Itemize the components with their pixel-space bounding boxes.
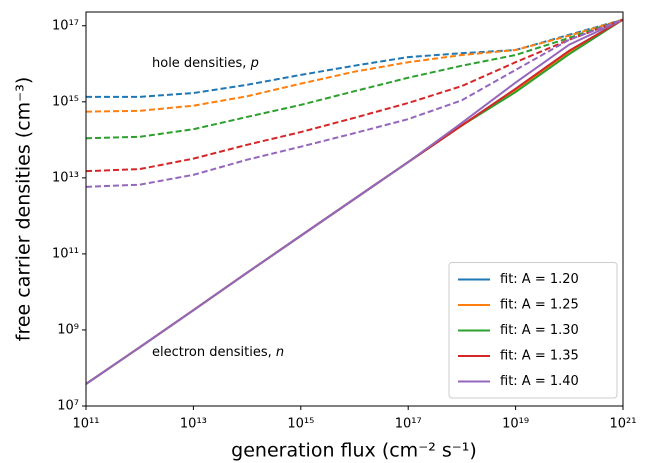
legend-box (448, 262, 618, 399)
annotation-symbol: p (250, 56, 259, 71)
y-tick-label: 10¹⁵ (52, 94, 79, 109)
annotation-text: electron densities, (152, 345, 276, 360)
legend-label: fit: A = 1.20 (500, 272, 579, 287)
x-tick-label: 10¹⁵ (287, 417, 314, 432)
legend-label: fit: A = 1.35 (500, 349, 579, 364)
plot-frame (85, 11, 624, 407)
x-tick-label: 10¹⁹ (502, 417, 529, 432)
y-tick-label: 10⁷ (57, 399, 79, 414)
x-tick-label: 10¹¹ (73, 417, 100, 432)
hole-line (86, 18, 623, 188)
legend-label: fit: A = 1.40 (500, 374, 579, 389)
annotation: electron densities, n (152, 345, 284, 360)
annotation-text: hole densities, (152, 56, 251, 71)
hole-line (86, 18, 623, 140)
x-tick-label: 10¹⁷ (395, 417, 422, 432)
electron-line (86, 18, 623, 385)
x-tick-label: 10²¹ (610, 417, 637, 432)
hole-line (86, 18, 623, 113)
annotation-symbol: n (276, 345, 284, 360)
y-tick-label: 10⁹ (57, 322, 79, 337)
x-tick-label: 10¹³ (180, 417, 207, 432)
y-axis-label: free carrier densities (cm⁻³) (13, 77, 35, 341)
hole-line (86, 18, 623, 173)
y-tick-label: 10¹¹ (52, 246, 79, 261)
y-tick-label: 10¹³ (52, 170, 79, 185)
x-axis-label: generation flux (cm⁻² s⁻¹) (231, 440, 477, 462)
legend-label: fit: A = 1.25 (500, 298, 579, 313)
annotation: hole densities, p (152, 56, 259, 71)
legend-label: fit: A = 1.30 (500, 323, 579, 338)
y-tick-label: 10¹⁷ (52, 18, 79, 33)
